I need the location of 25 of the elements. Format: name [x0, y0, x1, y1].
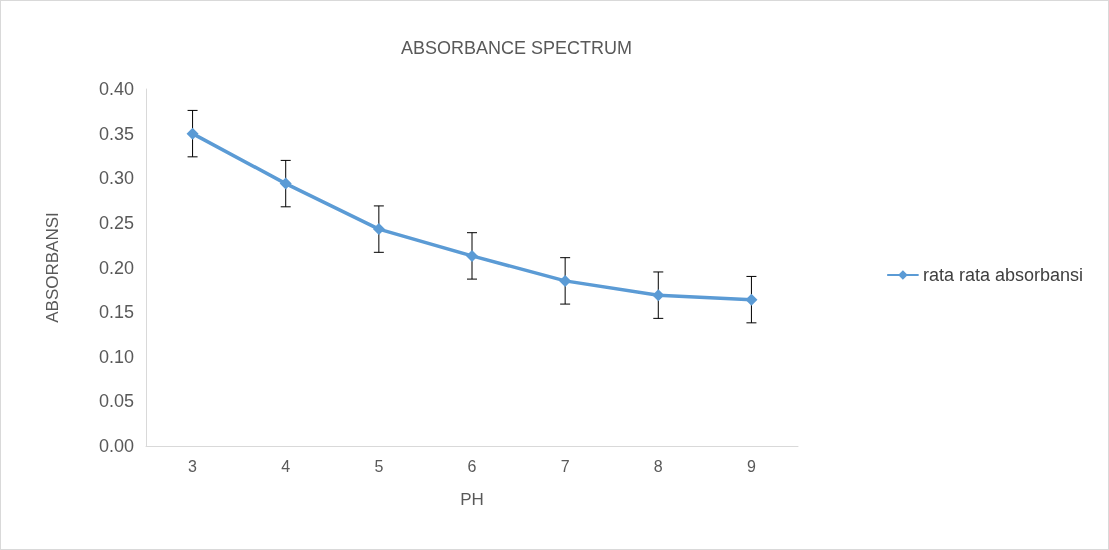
y-tick-label: 0.20: [98, 257, 134, 278]
x-tick-label: 5: [374, 457, 384, 475]
point: [466, 249, 478, 262]
y-tick-label: 0.35: [98, 123, 134, 144]
point: [279, 177, 292, 190]
x-tick-label: 3: [188, 457, 198, 475]
x-tick-label: 7: [560, 457, 570, 475]
legend-label: rata rata absorbansi: [922, 265, 1083, 285]
x-tick-label: 4: [281, 457, 291, 475]
x-axis-title: PH: [460, 490, 484, 509]
y-tick-label: 0.10: [98, 346, 134, 367]
y-tick-label: 0.30: [98, 168, 134, 189]
x-tick-label: 6: [467, 457, 477, 475]
x-tick-label: 9: [746, 457, 756, 475]
point: [186, 127, 199, 140]
y-tick-label: 0.40: [98, 79, 134, 99]
point: [372, 223, 385, 236]
y-tick-label: 0.15: [98, 302, 134, 323]
y-tick-label: 0.00: [98, 436, 134, 456]
chart-title: ABSORBANCE SPECTRUM: [401, 38, 633, 58]
y-tick-label: 0.25: [98, 212, 134, 233]
y-tick-label: 0.05: [98, 391, 134, 412]
x-tick-label: 8: [653, 457, 663, 475]
point: [745, 293, 758, 306]
y-axis-title: ABSORBANSI: [43, 212, 62, 323]
